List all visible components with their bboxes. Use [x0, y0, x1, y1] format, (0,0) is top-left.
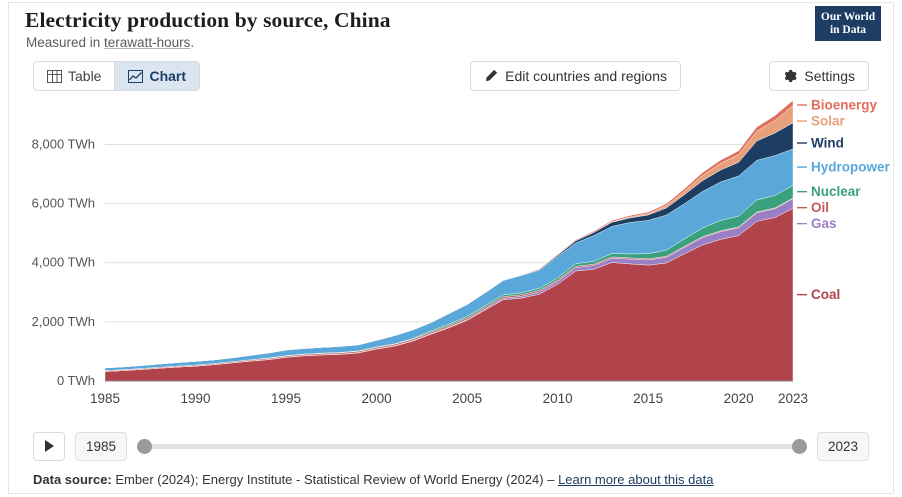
- legend-label: Solar: [811, 114, 846, 129]
- stacked-area-chart: 0 TWh 2,000 TWh 4,000 TWh 6,000 TWh 8,000 TW…: [32, 98, 891, 407]
- gear-icon: [783, 69, 798, 83]
- tab-table[interactable]: Table: [34, 62, 114, 90]
- subtitle-suffix: .: [190, 35, 195, 50]
- tab-chart-label: Chart: [149, 68, 187, 84]
- legend-label: Hydropower: [811, 160, 891, 175]
- view-tabs: Table Chart: [33, 61, 201, 91]
- legend-label: Coal: [811, 287, 840, 302]
- timeline-slider[interactable]: [137, 433, 807, 460]
- legend-label: Gas: [811, 216, 837, 231]
- x-axis-tick: 1985: [90, 391, 120, 406]
- play-icon: [44, 440, 54, 452]
- play-button[interactable]: [33, 431, 65, 461]
- subtitle-prefix: Measured in: [26, 35, 105, 50]
- data-source-footer: Data source: Ember (2024); Energy Instit…: [33, 472, 713, 487]
- legend-item-bioenergy[interactable]: Bioenergy: [797, 98, 878, 113]
- logo-line-2: in Data: [829, 23, 867, 36]
- x-axis-tick: 2015: [633, 391, 663, 406]
- learn-more-link[interactable]: Learn more about this data: [558, 472, 714, 487]
- x-axis-tick: 2005: [452, 391, 482, 406]
- slider-handle-right[interactable]: [792, 438, 807, 454]
- legend-item-hydropower[interactable]: Hydropower: [797, 160, 891, 175]
- logo-line-1: Our World: [820, 11, 876, 24]
- data-source-text: Ember (2024); Energy Institute - Statist…: [115, 472, 555, 487]
- tab-chart[interactable]: Chart: [114, 62, 200, 90]
- x-axis-tick: 2000: [362, 391, 392, 406]
- area-series-bioenergy: [104, 99, 794, 369]
- legend-label: Oil: [811, 200, 829, 215]
- legend-label: Nuclear: [811, 184, 861, 199]
- legend-item-wind[interactable]: Wind: [797, 136, 844, 151]
- y-axis-tick: 8,000 TWh: [32, 136, 95, 151]
- x-axis-tick: 2023: [778, 391, 808, 406]
- legend-label: Bioenergy: [811, 98, 878, 113]
- legend-label: Wind: [811, 136, 844, 151]
- settings-label: Settings: [804, 68, 855, 84]
- x-axis-tick: 1990: [181, 391, 211, 406]
- chart-plot-area: 0 TWh 2,000 TWh 4,000 TWh 6,000 TWh 8,000 TW…: [9, 95, 893, 425]
- x-axis-tick: 2010: [543, 391, 573, 406]
- x-axis-tick: 2020: [724, 391, 754, 406]
- slider-track: [137, 443, 807, 449]
- y-axis-tick: 2,000 TWh: [32, 314, 95, 329]
- legend-item-nuclear[interactable]: Nuclear: [797, 184, 861, 199]
- x-axis-tick: 1995: [271, 391, 301, 406]
- slider-handle-left[interactable]: [137, 438, 152, 454]
- timeline-control: 1985 2023: [33, 431, 869, 461]
- timeline-end-year[interactable]: 2023: [817, 431, 869, 461]
- chart-card: Electricity production by source, China …: [8, 2, 894, 494]
- y-axis-tick: 4,000 TWh: [32, 255, 95, 270]
- chart-subtitle: Measured in terawatt-hours.: [26, 35, 194, 50]
- data-source-label: Data source:: [33, 472, 112, 487]
- legend-item-solar[interactable]: Solar: [797, 114, 846, 129]
- legend-item-gas[interactable]: Gas: [797, 216, 837, 231]
- pencil-icon: [484, 69, 498, 83]
- tab-table-label: Table: [68, 68, 102, 84]
- subtitle-link[interactable]: terawatt-hours: [104, 35, 191, 50]
- timeline-start-year[interactable]: 1985: [75, 431, 127, 461]
- edit-countries-button[interactable]: Edit countries and regions: [470, 61, 681, 91]
- owid-logo: Our World in Data: [815, 6, 881, 41]
- y-axis-tick: 0 TWh: [57, 373, 95, 388]
- legend-item-coal[interactable]: Coal: [797, 287, 840, 302]
- chart-icon: [128, 69, 144, 83]
- y-axis-tick: 6,000 TWh: [32, 196, 95, 211]
- legend-item-oil[interactable]: Oil: [797, 200, 829, 215]
- table-icon: [47, 69, 62, 83]
- page-title: Electricity production by source, China: [25, 8, 391, 32]
- edit-countries-label: Edit countries and regions: [505, 68, 667, 84]
- settings-button[interactable]: Settings: [769, 61, 869, 91]
